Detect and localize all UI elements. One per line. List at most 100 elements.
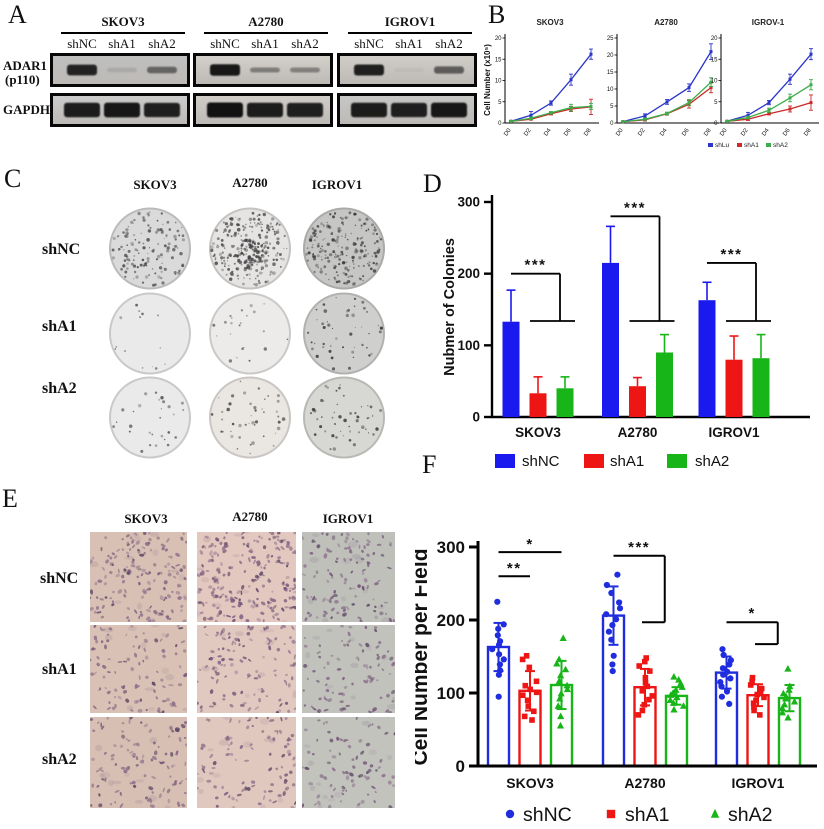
colony-dot xyxy=(224,247,226,249)
colony-dot xyxy=(326,226,328,229)
colony-dot xyxy=(345,313,349,318)
cell-dot xyxy=(200,743,206,748)
colony-dot xyxy=(366,311,368,313)
colony-dot xyxy=(320,248,325,253)
cell-dot xyxy=(99,598,104,601)
cell-dot xyxy=(285,543,290,548)
cell-dot xyxy=(314,802,317,806)
cell-dot xyxy=(269,601,272,604)
cell-dot xyxy=(138,581,141,586)
colony-dot xyxy=(378,236,381,239)
cell-dot xyxy=(321,532,324,535)
cell-dot xyxy=(389,541,393,547)
panel-e-transwell-grid xyxy=(90,532,395,808)
colony-dot xyxy=(374,254,378,258)
cell-dot xyxy=(251,784,256,788)
cell-dot xyxy=(369,764,374,768)
cell-dot xyxy=(283,586,287,590)
scatter-point xyxy=(500,656,507,663)
colony-dot xyxy=(151,268,154,270)
cell-dot xyxy=(303,637,306,639)
colony-dot xyxy=(282,258,285,261)
colony-dot xyxy=(370,267,373,271)
colony-dot xyxy=(323,265,327,269)
colony-dot xyxy=(353,297,357,300)
svg-ellipse xyxy=(182,593,187,600)
scatter-point xyxy=(761,694,767,701)
cell-dot xyxy=(97,579,103,583)
colony-dot xyxy=(315,236,318,238)
colony-dot xyxy=(335,253,337,255)
cell-dot xyxy=(325,721,329,724)
cell-dot xyxy=(152,756,157,760)
colony-dot xyxy=(173,234,177,239)
colony-dot xyxy=(250,415,252,417)
svg-circle xyxy=(109,207,191,290)
cell-dot xyxy=(260,611,265,615)
cell-dot xyxy=(90,718,93,721)
colony-dot xyxy=(307,331,310,334)
colony-dot xyxy=(322,326,326,329)
colony-dot xyxy=(265,250,269,254)
cell-dot xyxy=(161,648,166,653)
svg-circle xyxy=(303,376,385,459)
y-tick-label: 5 xyxy=(714,100,718,106)
y-tick-label: 10 xyxy=(495,79,502,85)
svg-ellipse xyxy=(259,804,267,808)
colony-dot xyxy=(173,271,177,274)
svg-ellipse xyxy=(99,773,105,778)
cell-dot xyxy=(308,782,314,786)
svg-ellipse xyxy=(201,665,211,672)
colony-dot xyxy=(348,211,352,215)
cell-dot xyxy=(291,595,295,600)
cell-dot xyxy=(284,773,289,777)
cell-dot xyxy=(121,722,125,725)
cell-dot xyxy=(125,534,130,538)
cell-dot xyxy=(255,717,258,719)
cell-dot xyxy=(140,721,143,724)
colony-dot xyxy=(147,224,150,227)
cell-dot xyxy=(121,538,124,541)
colony-dot xyxy=(312,244,314,246)
colony-dot xyxy=(330,356,334,360)
scatter-point xyxy=(520,692,526,698)
colony-dot xyxy=(357,265,360,267)
transwell-image xyxy=(90,625,187,713)
cell-dot xyxy=(123,593,126,597)
cell-dot xyxy=(210,542,214,547)
y-tick-label: 15 xyxy=(711,57,718,63)
cell-dot xyxy=(227,748,230,751)
cell-dot xyxy=(221,593,225,596)
colony-dot xyxy=(258,223,261,226)
cell-dot xyxy=(231,615,236,619)
legend-swatch xyxy=(495,454,515,468)
cell-dot xyxy=(95,596,99,599)
cell-dot xyxy=(230,599,236,603)
colony-dot xyxy=(336,274,339,277)
cell-dot xyxy=(126,541,129,546)
series-line xyxy=(622,51,712,123)
cell-dot xyxy=(371,723,374,726)
colony-dot xyxy=(272,246,276,250)
cell-dot xyxy=(351,682,354,686)
cell-dot xyxy=(282,791,286,796)
colony-dot xyxy=(322,400,325,402)
x-tick-label: D4 xyxy=(543,127,553,137)
colony-dot xyxy=(312,257,317,261)
scatter-point xyxy=(614,571,621,578)
colony-dot xyxy=(261,408,263,410)
cell-dot xyxy=(287,709,291,713)
cell-dot xyxy=(183,577,187,581)
cell-dot xyxy=(376,653,379,656)
colony-dot xyxy=(174,221,177,224)
cell-dot xyxy=(170,752,174,757)
cell-dot xyxy=(147,541,151,545)
cell-dot xyxy=(210,558,214,563)
cell-dot xyxy=(103,751,107,755)
colony-dot xyxy=(262,435,265,438)
cell-dot xyxy=(283,679,287,683)
colony-dot xyxy=(154,391,158,394)
cell-dot xyxy=(197,680,199,684)
